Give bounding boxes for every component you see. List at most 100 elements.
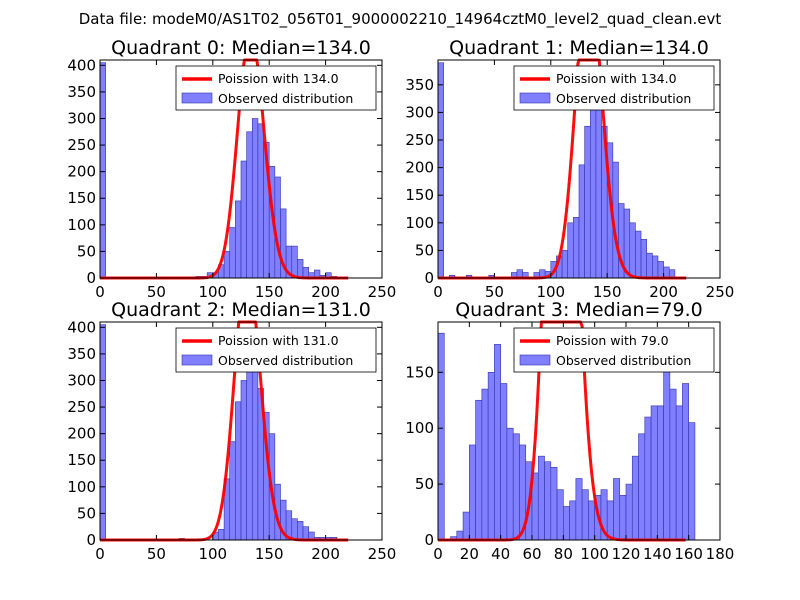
y-tick-label: 0: [86, 531, 96, 549]
x-tick-label: 250: [368, 283, 397, 301]
quadrant-3-legend: Poission with 79.0 Observed distribution: [513, 327, 715, 373]
histogram-bar: [563, 506, 570, 541]
quadrant-1-title: Quadrant 1: Median=134.0: [449, 37, 709, 59]
legend-observed-label: Observed distribution: [556, 353, 691, 368]
y-tick-label: 250: [405, 131, 434, 149]
x-tick-label: 0: [95, 283, 105, 301]
legend-bar-swatch: [181, 354, 213, 366]
x-tick-label: 160: [674, 545, 703, 563]
y-tick-label: 250: [67, 136, 96, 154]
histogram-bar: [629, 222, 636, 279]
histogram-bar: [469, 444, 476, 541]
histogram-bar: [297, 521, 304, 541]
histogram-bar: [625, 483, 633, 541]
histogram-bar: [537, 455, 545, 541]
legend-bar-swatch: [181, 92, 213, 104]
quadrant-2-title: Quadrant 2: Median=131.0: [111, 299, 371, 321]
histogram-bar: [652, 255, 659, 279]
y-tick-label: 250: [67, 398, 96, 416]
axes-frame: [437, 321, 721, 541]
y-tick-label: 350: [405, 76, 434, 94]
x-tick-label: 0: [433, 283, 443, 301]
y-tick-label: 0: [424, 269, 434, 287]
x-tick-label: 0: [95, 545, 105, 563]
quadrant-3-chart: Quadrant 3: Median=79.00 20 40 60 80 100 120 14…: [405, 299, 734, 563]
histogram-bar: [218, 529, 225, 541]
histogram-bar: [544, 461, 552, 541]
histogram-bar: [223, 251, 231, 279]
x-tick-label: 200: [649, 283, 678, 301]
histogram-bar: [512, 433, 520, 541]
quadrant-2-legend: Poission with 131.0 Observed distribution: [175, 327, 377, 373]
x-tick-label: 80: [554, 545, 573, 563]
histogram-bar: [657, 405, 664, 541]
axes-frame: [99, 321, 383, 541]
legend-observed-label: Observed distribution: [556, 91, 691, 106]
histogram-bar: [251, 118, 259, 279]
x-tick-label: 50: [147, 545, 166, 563]
histogram-bar: [573, 216, 580, 279]
histogram-bar: [669, 388, 677, 541]
quadrant-3-bars: [437, 332, 696, 541]
histogram-bar: [650, 405, 658, 541]
y-tick-label: 0: [86, 269, 96, 287]
y-tick-label: 300: [67, 371, 96, 389]
histogram-bar: [437, 332, 445, 541]
histogram-bar: [302, 526, 309, 541]
legend-observed-label: Observed distribution: [218, 353, 353, 368]
x-tick-label: 60: [522, 545, 541, 563]
x-tick-label: 50: [147, 283, 166, 301]
histogram-bar: [506, 427, 514, 541]
histogram-bar: [246, 131, 253, 279]
x-tick-label: 200: [311, 545, 340, 563]
histogram-bar: [257, 123, 264, 279]
legend-poisson-label: Poission with 79.0: [556, 333, 669, 348]
legend-bar-swatch: [519, 354, 551, 366]
histogram-bar: [606, 500, 614, 541]
quadrant-3-title: Quadrant 3: Median=79.0: [455, 299, 703, 321]
y-tick-label: 100: [405, 419, 434, 437]
histogram-bar: [229, 441, 236, 541]
histogram-bar: [589, 92, 597, 279]
quadrant-1-chart: Quadrant 1: Median=134.0 0 50 100 150 200 250 0…: [405, 37, 734, 301]
y-tick-label: 100: [67, 478, 96, 496]
histogram-bar: [663, 266, 670, 279]
axes-frame: [99, 59, 383, 279]
histogram-bar: [475, 399, 483, 541]
histogram-bar: [235, 200, 242, 279]
y-tick-label: 400: [67, 318, 96, 336]
y-tick-label: 200: [67, 163, 96, 181]
y-tick-label: 50: [415, 475, 434, 493]
quadrant-0-legend: Poission with 134.0 Observed distribution: [175, 65, 377, 111]
histogram-bar: [550, 467, 558, 541]
quadrant-0-chart: Quadrant 0: Median=134.0 0 50 100 150 200 250 0…: [67, 37, 396, 301]
y-tick-label: 200: [405, 159, 434, 177]
legend-bar-swatch: [519, 92, 551, 104]
y-tick-label: 100: [405, 214, 434, 232]
histogram-bar: [462, 511, 470, 541]
y-tick-label: 200: [67, 425, 96, 443]
histogram-bar: [640, 239, 647, 279]
histogram-bar: [99, 62, 106, 279]
x-tick-label: 100: [198, 545, 227, 563]
histogram-bar: [240, 160, 247, 279]
y-tick-label: 50: [77, 504, 96, 522]
histogram-bar: [567, 222, 574, 279]
y-tick-label: 350: [67, 345, 96, 363]
x-tick-label: 50: [485, 283, 504, 301]
histogram-bar: [99, 324, 106, 541]
figure-title: Data file: modeM0/AS1T02_056T01_90000022…: [79, 10, 722, 29]
histogram-bar: [487, 372, 495, 541]
x-tick-label: 120: [612, 545, 641, 563]
y-tick-label: 100: [67, 216, 96, 234]
histogram-bar: [556, 489, 564, 541]
y-tick-label: 50: [415, 241, 434, 259]
x-tick-label: 140: [643, 545, 672, 563]
histogram-bar: [481, 388, 489, 541]
x-tick-label: 100: [536, 283, 565, 301]
histogram-bar: [631, 455, 639, 541]
histogram-bar: [581, 489, 589, 541]
histogram-bar: [595, 95, 602, 279]
legend-poisson-label: Poission with 131.0: [218, 333, 339, 348]
histogram-bar: [240, 380, 247, 541]
